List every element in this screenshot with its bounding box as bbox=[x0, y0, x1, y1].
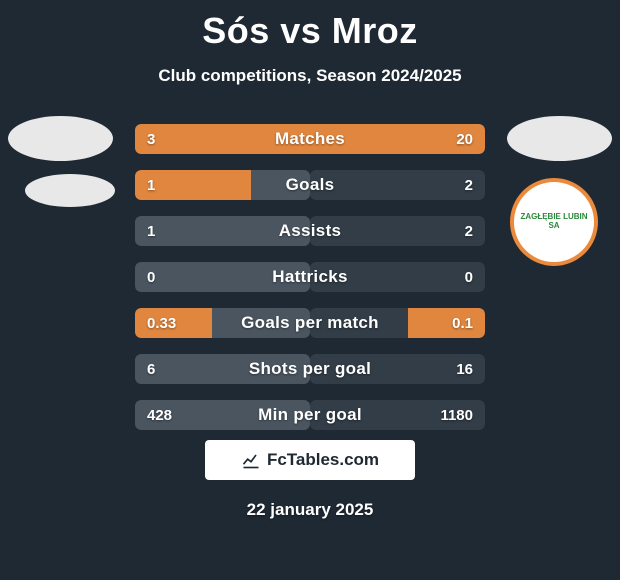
club-crest-text: ZAGŁĘBIE LUBIN SA bbox=[514, 213, 594, 231]
stat-value-right: 1180 bbox=[440, 400, 473, 430]
stat-row: 0.33Goals per match0.1 bbox=[135, 308, 485, 338]
stat-label: Goals bbox=[135, 170, 485, 200]
chart-icon bbox=[241, 450, 261, 470]
stat-label: Min per goal bbox=[135, 400, 485, 430]
footer-date: 22 january 2025 bbox=[0, 500, 620, 520]
player-left-club-badge bbox=[25, 174, 115, 207]
subtitle: Club competitions, Season 2024/2025 bbox=[0, 66, 620, 86]
player-right-avatar bbox=[507, 116, 612, 161]
stat-row: 0Hattricks0 bbox=[135, 262, 485, 292]
stat-label: Shots per goal bbox=[135, 354, 485, 384]
brand-text: FcTables.com bbox=[267, 450, 379, 470]
comparison-bars: 3Matches20 1Goals2 1Assists2 0Hattricks0 0.3… bbox=[135, 124, 485, 446]
page-title: Sós vs Mroz bbox=[0, 0, 620, 52]
stat-row: 1Assists2 bbox=[135, 216, 485, 246]
stat-label: Matches bbox=[135, 124, 485, 154]
stat-value-right: 0.1 bbox=[452, 308, 473, 338]
stat-value-right: 2 bbox=[465, 216, 473, 246]
stat-value-right: 2 bbox=[465, 170, 473, 200]
stat-value-right: 16 bbox=[456, 354, 473, 384]
stat-value-right: 20 bbox=[456, 124, 473, 154]
stat-row: 3Matches20 bbox=[135, 124, 485, 154]
stat-label: Hattricks bbox=[135, 262, 485, 292]
stat-row: 1Goals2 bbox=[135, 170, 485, 200]
stat-value-right: 0 bbox=[465, 262, 473, 292]
stat-row: 428Min per goal1180 bbox=[135, 400, 485, 430]
stat-label: Goals per match bbox=[135, 308, 485, 338]
stat-row: 6Shots per goal16 bbox=[135, 354, 485, 384]
player-right-club-crest: ZAGŁĘBIE LUBIN SA bbox=[510, 178, 598, 266]
brand-badge[interactable]: FcTables.com bbox=[205, 440, 415, 480]
player-left-avatar bbox=[8, 116, 113, 161]
stat-label: Assists bbox=[135, 216, 485, 246]
